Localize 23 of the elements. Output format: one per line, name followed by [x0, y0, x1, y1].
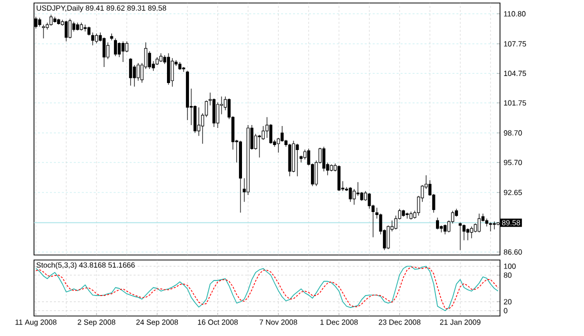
candlestick: [42, 24, 45, 39]
candlestick: [76, 22, 80, 31]
candlestick: [68, 18, 72, 39]
candlestick: [212, 98, 216, 128]
candlestick: [409, 211, 412, 220]
candlestick: [50, 14, 53, 26]
candlestick: [238, 140, 242, 213]
candlestick: [95, 33, 98, 44]
candlestick: [436, 217, 440, 230]
candlestick: [356, 182, 360, 196]
candlestick: [292, 140, 296, 173]
candlestick: [186, 70, 189, 120]
candlestick: [194, 105, 197, 134]
candlestick: [444, 224, 447, 235]
candlestick: [489, 222, 492, 232]
candlestick: [462, 224, 466, 241]
candlestick: [166, 52, 170, 85]
candlestick: [258, 134, 261, 158]
candlestick: [114, 38, 117, 56]
candlestick: [122, 41, 125, 62]
candlestick: [246, 124, 250, 196]
candlestick: [337, 165, 340, 192]
candlestick: [148, 50, 152, 70]
